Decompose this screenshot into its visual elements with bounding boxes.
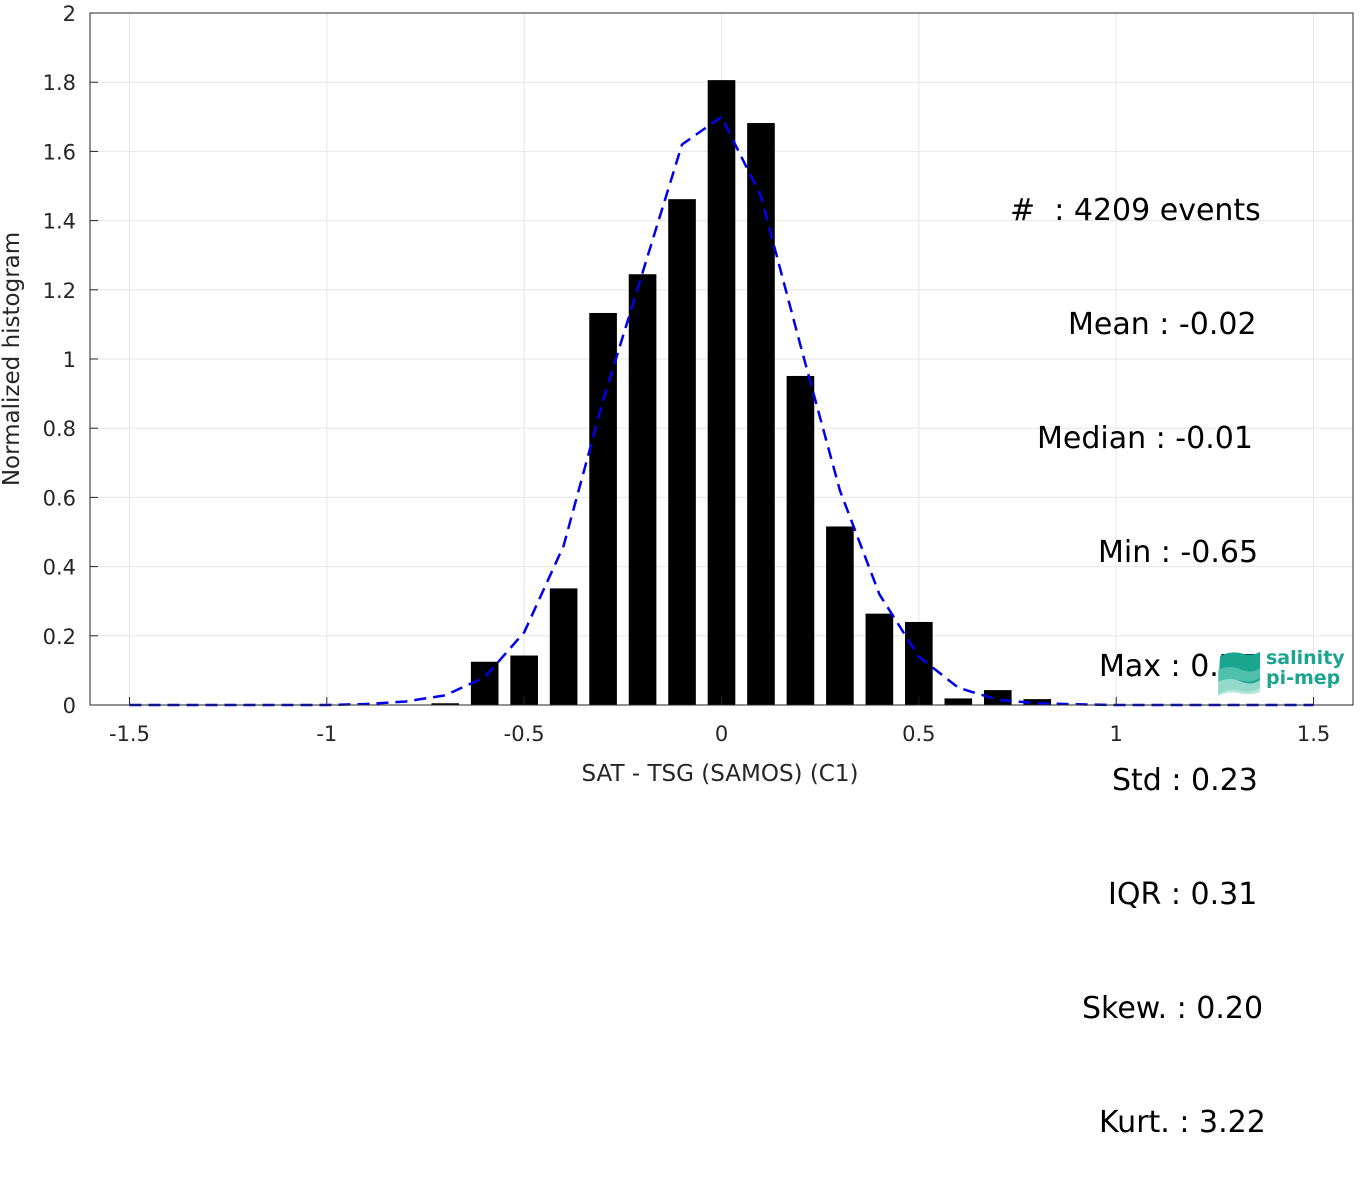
- histogram-bar: [865, 613, 894, 705]
- logo-line-pi-mep: pi-mep: [1266, 667, 1341, 689]
- y-tick-label: 0.4: [43, 556, 76, 580]
- histogram-bar: [1023, 699, 1052, 705]
- y-tick-label: 1.6: [43, 140, 76, 164]
- x-tick-label: 1.5: [1297, 722, 1330, 746]
- stat-std: Std : 0.23: [1112, 763, 1258, 798]
- histogram-bar: [510, 655, 538, 705]
- histogram-bar: [668, 199, 696, 705]
- x-axis-label: SAT - TSG (SAMOS) (C1): [582, 761, 859, 785]
- histogram-bars: [431, 80, 1052, 705]
- x-tick-label: 0.5: [902, 722, 935, 746]
- stat-kurt: Kurt. : 3.22: [1099, 1105, 1266, 1140]
- histogram-bar: [826, 526, 854, 705]
- histogram-bar: [549, 588, 578, 705]
- stat-min: Min : -0.65: [1098, 535, 1259, 570]
- histogram-chart: -1.5 -1 -0.5 0 0.5 1 1.5 0 0.2 0.4 0.6 0.8 1 1.2 1.4 1…: [0, 2, 1354, 785]
- salinity-pi-mep-logo: salinity pi-mep: [1216, 646, 1346, 696]
- histogram-bar: [431, 703, 460, 705]
- x-tick-label: 0: [715, 722, 728, 746]
- y-tick-label: 1.2: [43, 279, 76, 303]
- y-tick-label: 2: [63, 2, 76, 26]
- x-tick-label: -1: [316, 722, 337, 746]
- histogram-bar: [470, 661, 499, 705]
- histogram-bar: [747, 123, 775, 705]
- y-tick-label: 1.8: [43, 71, 76, 95]
- histogram-bar: [589, 312, 617, 705]
- histogram-bar: [786, 375, 815, 705]
- histogram-bar: [905, 621, 933, 705]
- x-axis-ticks: -1.5 -1 -0.5 0 0.5 1 1.5: [109, 697, 1330, 746]
- y-axis-label: Normalized histogram: [0, 232, 25, 486]
- x-tick-label: -1.5: [109, 722, 150, 746]
- stat-events: # : 4209 events: [1010, 193, 1261, 228]
- histogram-bar: [707, 80, 736, 705]
- histogram-bar: [944, 698, 973, 705]
- y-tick-label: 0.2: [43, 625, 76, 649]
- y-tick-label: 0.8: [43, 417, 76, 441]
- stat-skew: Skew. : 0.20: [1082, 991, 1264, 1026]
- y-tick-label: 0: [63, 694, 76, 718]
- stat-median: Median : -0.01: [1037, 421, 1253, 456]
- y-tick-label: 1: [63, 348, 76, 372]
- y-tick-label: 1.4: [43, 210, 76, 234]
- histogram-bar: [628, 274, 657, 705]
- logo-line-salinity: salinity: [1266, 647, 1345, 669]
- x-tick-label: -0.5: [504, 722, 545, 746]
- y-axis-ticks: 0 0.2 0.4 0.6 0.8 1 1.2 1.4 1.6 1.8 2: [43, 2, 98, 718]
- logo-waves-icon: [1218, 652, 1260, 696]
- y-tick-label: 0.6: [43, 486, 76, 510]
- x-tick-label: 1: [1110, 722, 1123, 746]
- stat-iqr: IQR : 0.31: [1108, 877, 1258, 912]
- stat-mean: Mean : -0.02: [1068, 307, 1257, 342]
